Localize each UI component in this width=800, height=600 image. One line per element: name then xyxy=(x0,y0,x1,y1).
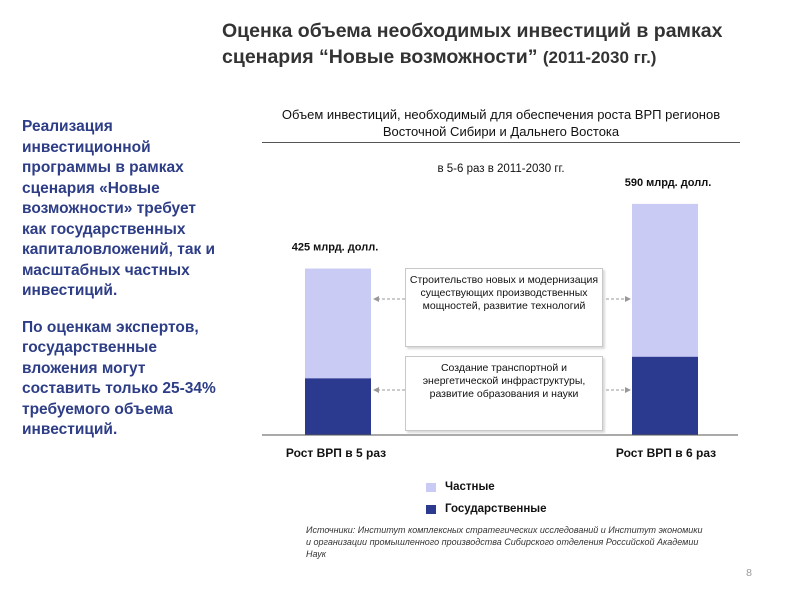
chart-subtitle: в 5-6 раз в 2011-2030 гг. xyxy=(437,163,565,175)
annotation-box-production: Строительство новых и модернизация сущес… xyxy=(405,268,603,347)
annotation-text-infrastructure: Создание транспортной и энергетической и… xyxy=(422,362,586,400)
chart-legend: Частные Государственные xyxy=(426,478,547,522)
bar-private-2 xyxy=(632,203,698,357)
chart-title: Объем инвестиций, необходимый для обеспе… xyxy=(262,106,740,143)
chart-title-divider xyxy=(262,142,740,143)
slide-title: Оценка объема необходимых инвестиций в р… xyxy=(222,18,797,71)
legend-swatch-private xyxy=(426,482,436,492)
total-label-1: 425 млрд. долл. xyxy=(292,242,379,254)
left-text-block: Реализация инвестиционной программы в ра… xyxy=(22,117,217,457)
total-label-2: 590 млрд. долл. xyxy=(625,177,712,189)
legend-label-state: Государственные xyxy=(445,503,547,515)
sources-note: Источники: Институт комплексных стратеги… xyxy=(306,525,703,559)
legend-item-state: Государственные xyxy=(426,500,547,518)
annotation-box-infrastructure: Создание транспортной и энергетической и… xyxy=(405,356,603,431)
legend-swatch-state xyxy=(426,504,436,514)
title-line-1: Оценка объема необходимых инвестиций в р… xyxy=(222,20,723,42)
bar-state-1 xyxy=(305,378,371,435)
legend-label-private: Частные xyxy=(445,481,495,493)
left-paragraph-1: Реализация инвестиционной программы в ра… xyxy=(22,118,216,299)
category-label-1: Рост ВРП в 5 раз xyxy=(286,446,386,460)
page-number: 8 xyxy=(746,567,752,579)
title-years: (2011-2030 гг.) xyxy=(542,48,657,67)
title-line-2-text: сценария “Новые возможности” xyxy=(222,46,538,68)
category-label-2: Рост ВРП в 6 раз xyxy=(616,446,716,460)
bar-private-1 xyxy=(305,268,371,379)
annotation-text-production: Строительство новых и модернизация сущес… xyxy=(409,274,599,312)
bar-state-2 xyxy=(632,356,698,435)
chart-title-text: Объем инвестиций, необходимый для обеспе… xyxy=(281,107,721,139)
left-paragraph-2: По оценкам экспертов, государственные вл… xyxy=(22,318,216,439)
title-line-2: сценария “Новые возможности” (2011-2030 … xyxy=(222,44,797,71)
legend-item-private: Частные xyxy=(426,478,547,496)
